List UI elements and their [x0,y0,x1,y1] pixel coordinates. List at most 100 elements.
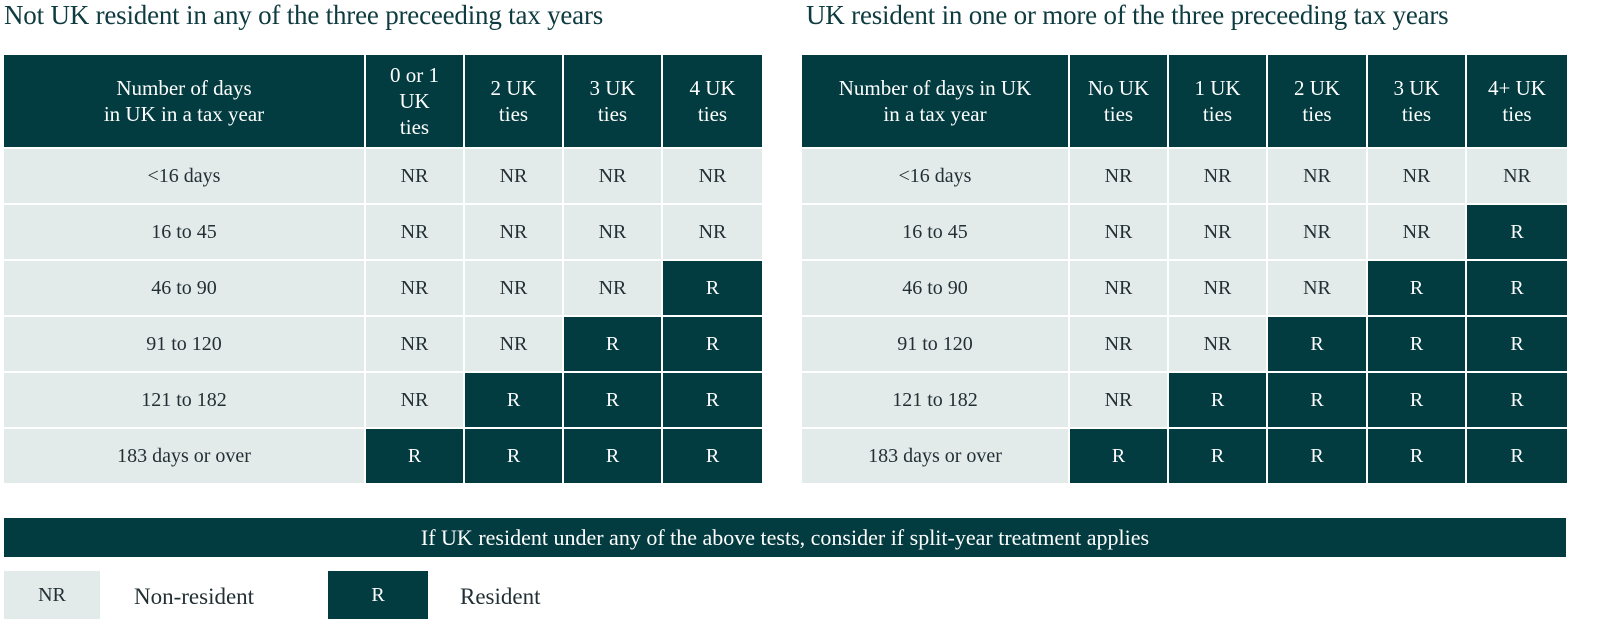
days-column-header: Number of days in UK in a tax year [800,53,1070,149]
non-resident-cell: NR [364,203,465,261]
table-row: 46 to 90 NR NR NR R [2,259,764,317]
non-resident-cell: NR [463,315,564,373]
days-range-label: 16 to 45 [800,203,1070,261]
ties-column-header: 4+ UK ties [1465,53,1569,149]
days-range-label: 16 to 45 [2,203,366,261]
table-row: 91 to 120 NR NR R R [2,315,764,373]
resident-cell: R [1366,315,1467,373]
non-resident-cell: NR [364,147,465,205]
non-resident-cell: NR [463,259,564,317]
days-range-label: <16 days [2,147,366,205]
non-resident-cell: NR [562,203,663,261]
legend-resident-swatch: R [328,571,428,619]
table-row: 91 to 120 NR NR R R R [800,315,1569,373]
days-range-label: 121 to 182 [800,371,1070,429]
table-row: 121 to 182 NR R R R [2,371,764,429]
non-resident-cell: NR [1167,203,1268,261]
non-resident-cell: NR [1068,147,1169,205]
non-resident-cell: NR [562,259,663,317]
days-range-label: 183 days or over [2,427,366,485]
resident-cell: R [661,427,764,485]
resident-cell: R [562,427,663,485]
non-resident-cell: NR [1366,147,1467,205]
legend-non-resident-label: Non-resident [134,584,255,609]
resident-cell: R [1366,371,1467,429]
table-header-row: Number of days in UK in a tax year No UK ti… [800,53,1569,149]
ties-column-header: 2 UK ties [463,53,564,149]
non-resident-cell: NR [463,203,564,261]
non-resident-cell: NR [364,315,465,373]
resident-cell: R [562,315,663,373]
days-range-label: 46 to 90 [800,259,1070,317]
resident-cell: R [463,427,564,485]
non-resident-cell: NR [1266,203,1368,261]
non-resident-cell: NR [661,203,764,261]
table-row: 183 days or over R R R R R [800,427,1569,485]
resident-cell: R [1465,203,1569,261]
resident-cell: R [1167,427,1268,485]
legend-non-resident-swatch: NR [4,571,100,619]
non-resident-cell: NR [1068,371,1169,429]
non-resident-cell: NR [562,147,663,205]
resident-cell: R [1266,427,1368,485]
days-range-label: 91 to 120 [800,315,1070,373]
resident-cell: R [562,371,663,429]
ties-column-header: 3 UK ties [562,53,663,149]
resident-cell: R [1366,259,1467,317]
resident-cell: R [1366,427,1467,485]
resident-cell: R [661,371,764,429]
days-range-label: 46 to 90 [2,259,366,317]
resident-cell: R [1465,371,1569,429]
ties-column-header: No UK ties [1068,53,1169,149]
table-row: 121 to 182 NR R R R R [800,371,1569,429]
non-resident-cell: NR [364,371,465,429]
table-row: <16 days NR NR NR NR [2,147,764,205]
table-row: 16 to 45 NR NR NR NR R [800,203,1569,261]
table-row: 46 to 90 NR NR NR R R [800,259,1569,317]
non-resident-cell: NR [1167,147,1268,205]
non-resident-cell: NR [1068,203,1169,261]
right-table-title: UK resident in one or more of the three … [806,0,1449,30]
ties-column-header: 4 UK ties [661,53,764,149]
non-resident-cell: NR [463,147,564,205]
non-resident-cell: NR [661,147,764,205]
days-column-header: Number of days in UK in a tax year [2,53,366,149]
non-resident-cell: NR [364,259,465,317]
split-year-banner: If UK resident under any of the above te… [4,518,1566,557]
table-row: 183 days or over R R R R [2,427,764,485]
resident-cell: R [1465,259,1569,317]
resident-cell: R [1465,427,1569,485]
resident-previous-years-table: Number of days in UK in a tax year No UK ti… [800,53,1569,485]
resident-cell: R [1167,371,1268,429]
non-resident-cell: NR [1068,315,1169,373]
ties-column-header: 0 or 1 UK ties [364,53,465,149]
days-range-label: 121 to 182 [2,371,366,429]
days-range-label: 91 to 120 [2,315,366,373]
resident-cell: R [661,259,764,317]
resident-cell: R [1068,427,1169,485]
days-range-label: 183 days or over [800,427,1070,485]
ties-column-header: 2 UK ties [1266,53,1368,149]
resident-cell: R [1266,371,1368,429]
table-row: 16 to 45 NR NR NR NR [2,203,764,261]
resident-cell: R [1465,315,1569,373]
legend-resident-label: Resident [460,584,541,609]
resident-cell: R [463,371,564,429]
resident-cell: R [1266,315,1368,373]
resident-cell: R [661,315,764,373]
table-row: <16 days NR NR NR NR NR [800,147,1569,205]
left-table-title: Not UK resident in any of the three prec… [4,0,604,30]
non-resident-cell: NR [1465,147,1569,205]
non-resident-cell: NR [1068,259,1169,317]
non-resident-cell: NR [1366,203,1467,261]
non-resident-cell: NR [1167,315,1268,373]
non-resident-cell: NR [1266,259,1368,317]
days-range-label: <16 days [800,147,1070,205]
ties-column-header: 3 UK ties [1366,53,1467,149]
non-resident-cell: NR [1266,147,1368,205]
resident-cell: R [364,427,465,485]
ties-column-header: 1 UK ties [1167,53,1268,149]
non-resident-cell: NR [1167,259,1268,317]
